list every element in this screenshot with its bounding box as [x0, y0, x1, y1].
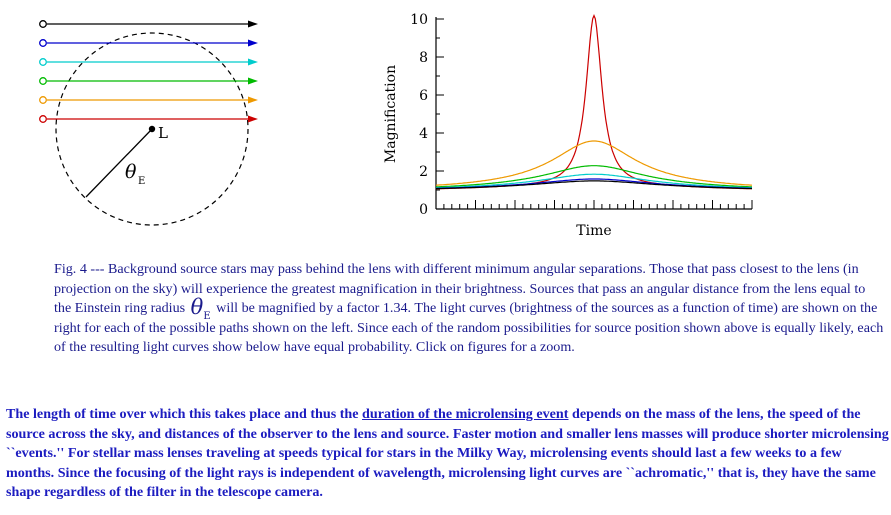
- lens-point: [148, 125, 156, 133]
- lens-label: L: [158, 124, 168, 142]
- ray-arrowhead: [248, 20, 258, 28]
- caption-part1: Fig. 4 --- Background source stars may p…: [54, 261, 866, 316]
- radius-subscript: E: [138, 176, 145, 187]
- light-curve: [436, 14, 752, 190]
- theta-e-symbol: θE: [190, 295, 211, 323]
- body-part1: The length of time over which this takes…: [6, 406, 359, 422]
- light-curve: [435, 180, 753, 190]
- ray-source: [39, 115, 47, 123]
- y-tick-label: 0: [419, 202, 428, 218]
- caption-part2: will be magnified by a factor 1.34. The …: [54, 300, 884, 355]
- ray-arrowhead: [248, 58, 258, 66]
- ray-arrowhead: [248, 115, 258, 123]
- einstein-radius-line: [85, 128, 153, 198]
- chart-axes: 0 2 4 6 8 10: [410, 12, 753, 218]
- ray-source: [39, 96, 47, 104]
- duration-link[interactable]: duration of the microlensing event: [362, 406, 569, 422]
- ray-arrowhead: [248, 77, 258, 85]
- source-rays: [39, 20, 258, 123]
- ray-arrowhead: [248, 39, 258, 47]
- ray-arrowhead: [248, 96, 258, 104]
- light-curve-chart[interactable]: 0 2 4 6 8 10 Time Magnification: [370, 0, 770, 250]
- light-curve: [435, 165, 753, 188]
- x-axis-label: Time: [576, 223, 611, 239]
- y-tick-label: 4: [419, 126, 428, 142]
- y-tick-label: 8: [419, 50, 428, 66]
- body-part2: depends on the mass of the lens, the spe…: [6, 406, 889, 500]
- light-curve: [435, 140, 753, 186]
- figure-caption: Fig. 4 --- Background source stars may p…: [54, 260, 884, 358]
- y-tick-label: 2: [419, 164, 428, 180]
- ray-source: [39, 58, 47, 66]
- ray-source: [39, 39, 47, 47]
- radius-symbol: θ: [125, 161, 137, 183]
- light-curve: [435, 173, 753, 189]
- ray-source: [39, 77, 47, 85]
- y-tick-label: 10: [410, 12, 428, 28]
- lens-paths-diagram[interactable]: L θ E: [0, 0, 280, 240]
- ray-source: [39, 20, 47, 28]
- chart-curves: [435, 14, 753, 190]
- y-tick-label: 6: [419, 88, 428, 104]
- y-axis-label: Magnification: [383, 65, 399, 163]
- body-paragraph: The length of time over which this takes…: [6, 405, 890, 503]
- einstein-ring-circle: [55, 32, 249, 226]
